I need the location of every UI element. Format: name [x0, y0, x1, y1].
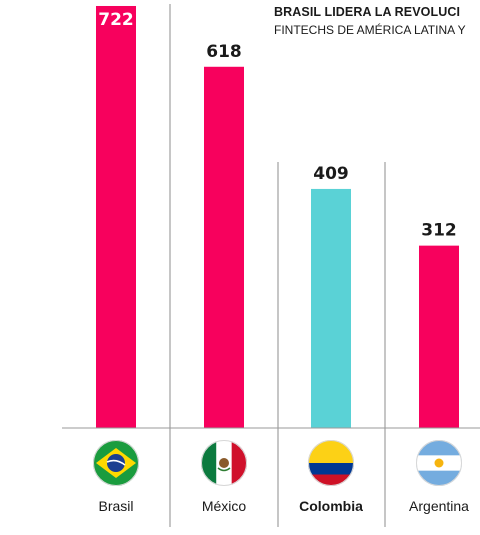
- bar-colombia: [311, 188, 351, 428]
- category-label-mexico: México: [202, 498, 247, 514]
- value-label-mexico: 618: [206, 42, 242, 62]
- chart-subtitle: FINTECHS DE AMÉRICA LATINA Y: [274, 23, 466, 37]
- bars: 722 618 409 312: [96, 5, 459, 429]
- value-label-argentina: 312: [421, 221, 457, 241]
- chart-title: BRASIL LIDERA LA REVOLUCI: [274, 5, 461, 19]
- category-label-brasil: Brasil: [98, 498, 133, 514]
- column-separators: [169, 4, 386, 527]
- flags: [93, 440, 462, 486]
- bar-brasil: [96, 5, 136, 429]
- bar-mexico: [204, 66, 244, 429]
- mexico-flag-icon: [201, 440, 247, 486]
- value-label-brasil: 722: [98, 10, 134, 30]
- brazil-flag-icon: [93, 440, 139, 486]
- category-label-argentina: Argentina: [409, 498, 469, 514]
- category-label-colombia: Colombia: [299, 498, 363, 514]
- value-label-colombia: 409: [313, 164, 349, 184]
- title-block: BRASIL LIDERA LA REVOLUCI FINTECHS DE AM…: [274, 5, 480, 37]
- bar-argentina: [419, 245, 459, 428]
- category-labels: Brasil México Colombia Argentina: [98, 498, 469, 514]
- argentina-flag-icon: [416, 440, 462, 486]
- colombia-flag-icon: [308, 440, 354, 486]
